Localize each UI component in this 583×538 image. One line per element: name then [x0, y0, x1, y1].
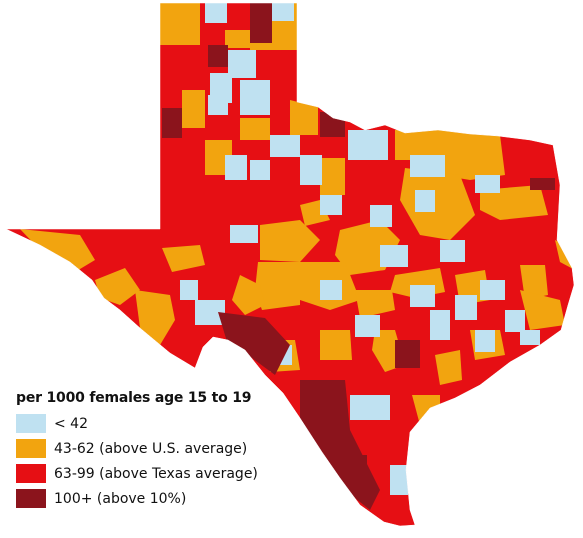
legend-label-under-42: < 42	[54, 415, 88, 432]
legend-title: per 1000 females age 15 to 19	[16, 390, 252, 406]
counties-under-42	[180, 3, 540, 495]
legend-item-63-99: 63-99 (above Texas average)	[16, 462, 316, 485]
legend-swatch-under-42	[16, 414, 46, 433]
legend-label-43-62: 43-62 (above U.S. average)	[54, 440, 248, 457]
legend-item-43-62: 43-62 (above U.S. average)	[16, 437, 316, 460]
legend-swatch-43-62	[16, 439, 46, 458]
map-legend: per 1000 females age 15 to 19 < 42 43-62…	[16, 390, 316, 512]
legend-label-100-plus: 100+ (above 10%)	[54, 490, 187, 507]
counties-100-plus	[162, 3, 555, 510]
legend-swatch-63-99	[16, 464, 46, 483]
legend-swatch-100-plus	[16, 489, 46, 508]
legend-item-100-plus: 100+ (above 10%)	[16, 487, 316, 510]
legend-label-63-99: 63-99 (above Texas average)	[54, 465, 258, 482]
legend-item-under-42: < 42	[16, 412, 316, 435]
